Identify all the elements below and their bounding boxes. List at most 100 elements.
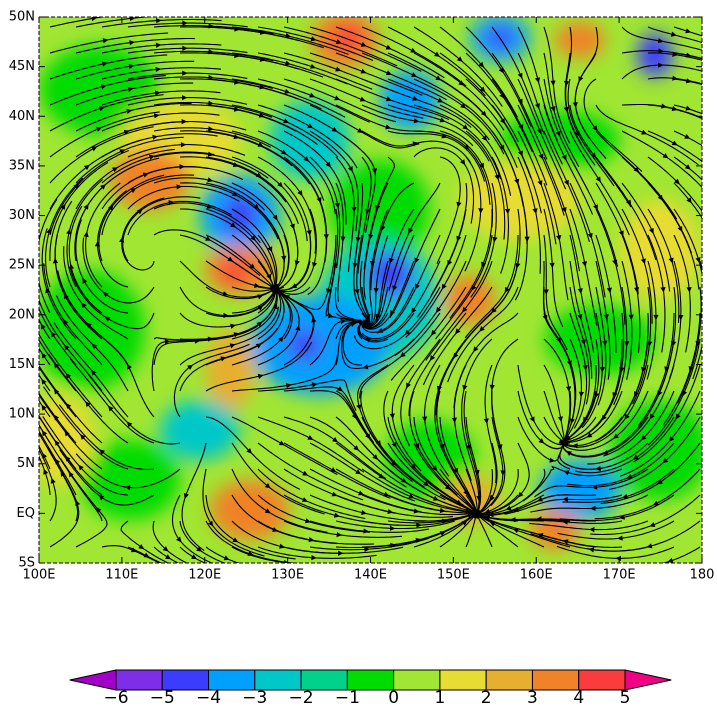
streamline xyxy=(646,260,657,380)
streamline-arrow xyxy=(652,500,659,506)
streamline-arrow xyxy=(311,555,317,561)
streamline-arrow xyxy=(304,518,311,524)
streamline-arrow xyxy=(264,508,271,514)
streamline xyxy=(68,205,103,314)
streamline xyxy=(205,520,300,563)
streamline-arrow xyxy=(206,203,213,209)
streamline-arrow xyxy=(138,543,145,550)
streamline-arrow xyxy=(534,77,540,84)
streamline xyxy=(595,104,699,166)
colorbar-label: −3 xyxy=(242,688,267,708)
streamline xyxy=(362,234,415,329)
streamline xyxy=(353,208,369,326)
streamline-arrow xyxy=(602,340,608,347)
streamline xyxy=(205,78,322,110)
streamline xyxy=(491,338,519,450)
streamline-arrow xyxy=(196,546,203,552)
streamline-arrow xyxy=(83,231,89,238)
streamline-arrow xyxy=(352,262,358,269)
streamline-arrow xyxy=(309,92,316,98)
streamline-arrow xyxy=(478,61,485,68)
streamline-arrow xyxy=(662,457,669,464)
colorbar-box xyxy=(254,669,302,691)
streamline-arrow xyxy=(606,287,612,294)
streamline-arrow xyxy=(285,33,292,39)
streamline-arrow xyxy=(586,432,593,438)
streamline xyxy=(171,494,214,563)
streamline-arrow xyxy=(555,130,561,137)
streamline-arrow xyxy=(458,80,465,86)
streamline-arrow xyxy=(617,535,623,541)
streamline-arrow xyxy=(91,146,98,152)
streamline xyxy=(101,18,222,28)
streamline xyxy=(205,416,301,490)
streamline-arrow xyxy=(640,258,646,265)
streamline xyxy=(335,520,455,530)
streamline xyxy=(491,52,548,160)
streamline xyxy=(309,104,420,149)
streamline xyxy=(586,520,701,552)
streamline xyxy=(75,148,175,210)
streamline-arrow xyxy=(561,154,567,161)
streamline xyxy=(600,442,701,504)
streamline xyxy=(179,182,279,240)
streamline-arrow xyxy=(441,283,447,290)
colorbar-box xyxy=(485,669,533,691)
streamline-arrow xyxy=(480,110,487,117)
streamline xyxy=(677,286,702,404)
streamline-arrow xyxy=(416,522,422,528)
streamline xyxy=(569,286,590,405)
x-tick-label: 150E xyxy=(437,568,470,583)
streamline xyxy=(307,182,327,295)
streamline-arrow xyxy=(143,552,150,558)
streamline-arrow xyxy=(101,61,108,67)
streamline xyxy=(283,416,387,479)
streamline-arrow xyxy=(471,284,477,291)
streamline xyxy=(413,416,479,516)
streamline xyxy=(388,182,441,291)
streamline-arrow xyxy=(65,373,72,379)
streamline xyxy=(530,494,649,513)
streamline-arrow xyxy=(41,378,47,385)
streamline xyxy=(127,546,163,563)
colorbar-box xyxy=(115,669,163,691)
streamline-arrow xyxy=(281,255,287,262)
streamline-arrow xyxy=(388,257,394,264)
streamline xyxy=(257,130,336,215)
streamline-arrow xyxy=(82,277,88,284)
streamline-arrow xyxy=(259,56,266,62)
streamline xyxy=(205,494,296,560)
streamline-arrow xyxy=(543,289,549,295)
streamline-arrow xyxy=(587,232,593,239)
streamline-arrow xyxy=(65,402,72,409)
streamline xyxy=(205,208,276,291)
streamline-arrow xyxy=(335,39,342,45)
streamline-arrow xyxy=(208,520,214,527)
streamline-arrow xyxy=(347,165,353,172)
streamline xyxy=(561,416,649,458)
streamline-arrow xyxy=(323,234,329,240)
streamline-arrow xyxy=(684,164,691,170)
streamline-arrow xyxy=(566,360,572,367)
streamline-arrow xyxy=(615,555,622,561)
streamline-arrow xyxy=(685,52,692,58)
streamline xyxy=(361,26,467,87)
streamline-arrow xyxy=(285,383,292,389)
y-tick-label: 20N xyxy=(9,307,35,322)
streamline xyxy=(75,60,195,80)
streamline xyxy=(39,198,58,314)
streamline xyxy=(408,312,467,416)
streamline-arrow xyxy=(231,191,238,197)
streamline xyxy=(153,325,258,366)
streamline xyxy=(633,364,701,463)
streamline-arrow xyxy=(529,416,535,423)
streamline xyxy=(205,156,299,225)
streamline xyxy=(543,182,569,301)
streamline-arrow xyxy=(494,174,500,181)
streamline xyxy=(436,156,461,265)
colorbar-label: −4 xyxy=(196,688,221,708)
streamline-arrow xyxy=(685,105,692,111)
streamline-arrow xyxy=(626,199,632,206)
streamline-arrow xyxy=(518,150,523,157)
streamline-arrow xyxy=(162,546,169,552)
